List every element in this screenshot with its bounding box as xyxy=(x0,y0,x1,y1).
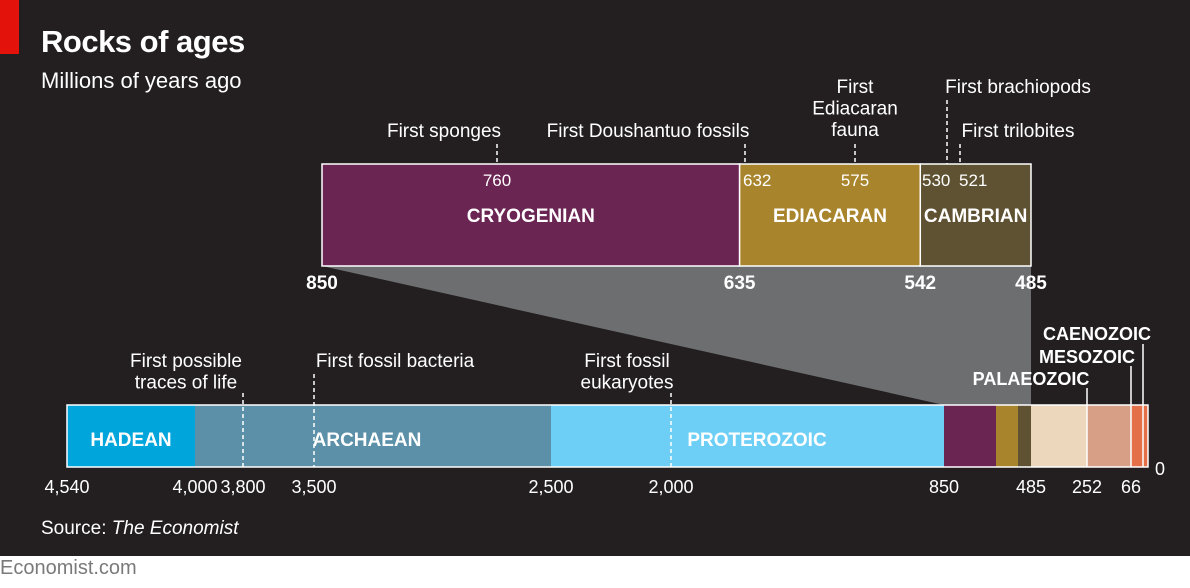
event-value-760: 760 xyxy=(483,171,511,190)
brand-accent-tag xyxy=(0,0,19,54)
brand-footer: Economist.com xyxy=(0,557,137,579)
event-label-first-trilobites: First trilobites xyxy=(962,121,1075,142)
zoom-wedge xyxy=(322,266,1031,405)
detail-tick-label-542: 542 xyxy=(904,273,936,294)
event-label-first-sponges: First sponges xyxy=(387,121,501,142)
event-label-first-ediacaran-fauna: First Ediacaran fauna xyxy=(812,77,898,141)
period-label-cryogenian: CRYOGENIAN xyxy=(467,206,595,227)
overview-tick-label-252: 252 xyxy=(1072,477,1102,497)
detail-tick-label-485: 485 xyxy=(1015,273,1047,294)
overview-bar-outline xyxy=(66,404,1149,468)
period-bar-cambrian xyxy=(919,163,1032,267)
overview-tick-label-66: 66 xyxy=(1121,477,1141,497)
eon-bar-zoom-segment-3 xyxy=(944,405,996,467)
detail-tick-label-635: 635 xyxy=(724,273,756,294)
period-label-cambrian: CAMBRIAN xyxy=(924,206,1027,227)
eon-bar-zoom-segment-4 xyxy=(996,405,1018,467)
eon-bar-caenozoic xyxy=(1131,405,1148,467)
overview-tick-label-4-540: 4,540 xyxy=(44,477,89,497)
chart-subtitle: Millions of years ago xyxy=(41,68,242,93)
event-value-521: 521 xyxy=(959,171,987,190)
overview-tick-label-3-500: 3,500 xyxy=(291,477,336,497)
eon-bar-archaean xyxy=(195,405,551,467)
era-label-palaeozoic: PALAEOZOIC xyxy=(973,369,1090,389)
overview-tick-label-2-500: 2,500 xyxy=(528,477,573,497)
overview-tick-label-850: 850 xyxy=(929,477,959,497)
source-label: Source: xyxy=(41,518,107,539)
source-line: Source: The Economist xyxy=(41,518,239,540)
event-label-first-fossil-bacteria: First fossil bacteria xyxy=(316,351,475,372)
event-label-first-brachiopods: First brachiopods xyxy=(945,77,1091,98)
eon-bar-palaeozoic xyxy=(1031,405,1087,467)
eon-label-proterozoic: PROTEROZOIC xyxy=(687,430,827,451)
chart-title: Rocks of ages xyxy=(41,24,245,59)
source-name: The Economist xyxy=(111,518,239,539)
event-value-575: 575 xyxy=(841,171,869,190)
eon-label-hadean: HADEAN xyxy=(90,430,171,451)
detail-tick-label-850: 850 xyxy=(306,273,338,294)
eon-bar-proterozoic xyxy=(551,405,944,467)
eon-bar-zoom-segment-5 xyxy=(1018,405,1031,467)
overview-tick-label-0: 0 xyxy=(1155,459,1165,479)
period-label-ediacaran: EDIACARAN xyxy=(773,206,887,227)
eon-bar-mesozoic xyxy=(1087,405,1131,467)
footer-strip xyxy=(0,556,1190,588)
period-bar-ediacaran xyxy=(738,163,922,267)
event-label-first-doushantuo-fossils: First Doushantuo fossils xyxy=(547,121,750,142)
event-value-530: 530 xyxy=(922,171,950,190)
event-value-632: 632 xyxy=(743,171,771,190)
overview-tick-label-3-800: 3,800 xyxy=(220,477,265,497)
era-label-mesozoic: MESOZOIC xyxy=(1039,347,1135,367)
overview-tick-label-485: 485 xyxy=(1016,477,1046,497)
eon-label-archaean: ARCHAEAN xyxy=(313,430,422,451)
overview-tick-label-4-000: 4,000 xyxy=(172,477,217,497)
overview-tick-label-2-000: 2,000 xyxy=(648,477,693,497)
eon-bar-hadean xyxy=(67,405,195,467)
era-label-caenozoic: CAENOZOIC xyxy=(1043,324,1151,344)
event-label-first-possible-traces-of-life: First possible traces of life xyxy=(130,351,242,394)
event-label-first-fossil-eukaryotes: First fossil eukaryotes xyxy=(581,351,674,394)
